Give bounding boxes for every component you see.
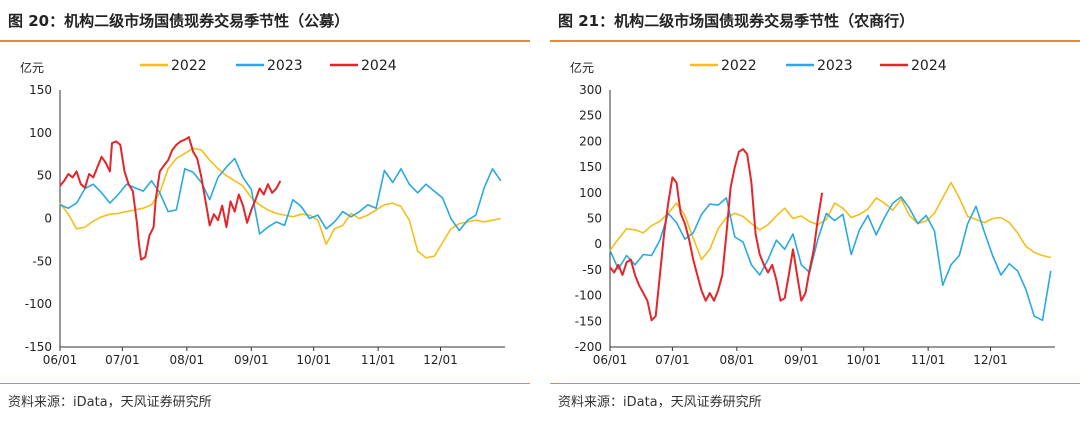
x-tick-label: 11/01 [361,353,396,367]
source-note: 资料来源：iData，天风证券研究所 [8,395,212,410]
y-tick-label: -50 [582,263,602,277]
legend-label-2022: 2022 [171,58,207,74]
legend-label-2023: 2023 [267,58,303,74]
x-tick-label: 09/01 [784,353,819,367]
chart-panel-left: 图 20：机构二级市场国债现券交易季节性（公募） 亿元 -150 -100 -50 0 5… [0,0,530,423]
chart-title: 图 21：机构二级市场国债现券交易季节性（农商行） [558,12,915,30]
y-tick-label: -50 [32,254,52,268]
y-tick-label: 200 [579,134,602,148]
y-tick-label: 150 [29,83,52,97]
y-tick-label: -150 [25,340,52,354]
chart-panel-right: 图 21：机构二级市场国债现券交易季节性（农商行） 亿元 -200 -150 -100… [550,0,1080,423]
title-rule [550,40,1080,42]
x-tick-label: 12/01 [423,353,458,367]
x-tick-label: 06/01 [593,353,628,367]
y-axis-unit-label: 亿元 [20,60,44,75]
x-tick-label: 08/01 [170,353,205,367]
y-axis-unit-label: 亿元 [570,60,594,75]
x-tick-label: 07/01 [655,353,690,367]
y-tick-label: -100 [25,297,52,311]
y-tick-label: 100 [579,186,602,200]
y-tick-label: -100 [575,289,602,303]
line-chart-1: 亿元 -200 -150 -100 -50 0 50 100 150 200 250 300 06/01… [570,58,1055,367]
source-note: 资料来源：iData，天风证券研究所 [558,395,762,410]
series-line-2022 [609,181,1051,261]
chart-title: 图 20：机构二级市场国债现券交易季节性（公募） [8,12,350,30]
x-tick-label: 10/01 [296,353,331,367]
series-line-2024 [59,136,282,261]
legend-label-2024: 2024 [911,58,947,74]
source-rule [0,383,530,384]
x-tick-label: 12/01 [973,353,1008,367]
y-tick-label: 300 [579,83,602,97]
x-tick-label: 11/01 [911,353,946,367]
y-tick-label: 100 [29,126,52,140]
x-tick-label: 10/01 [846,353,881,367]
x-tick-label: 06/01 [43,353,78,367]
x-tick-label: 08/01 [720,353,755,367]
series-line-2023 [59,157,502,235]
y-tick-label: 0 [594,237,602,251]
y-tick-label: 250 [579,109,602,123]
series-line-2023 [609,196,1052,322]
line-chart-0: 亿元 -150 -100 -50 0 50 100 150 06/01 07/01 08/01 09/… [20,58,505,367]
y-tick-label: -200 [575,340,602,354]
title-rule [0,40,530,42]
y-tick-label: 0 [44,212,52,226]
legend-label-2022: 2022 [721,58,757,74]
series-line-2024 [609,148,824,322]
legend-label-2023: 2023 [817,58,853,74]
series-line-2022 [59,147,501,259]
legend-label-2024: 2024 [361,58,397,74]
y-tick-label: 50 [587,212,602,226]
x-tick-label: 09/01 [234,353,269,367]
y-tick-label: 150 [579,160,602,174]
y-tick-label: 50 [37,169,52,183]
x-tick-label: 07/01 [105,353,140,367]
source-rule [550,383,1080,384]
y-tick-label: -150 [575,314,602,328]
